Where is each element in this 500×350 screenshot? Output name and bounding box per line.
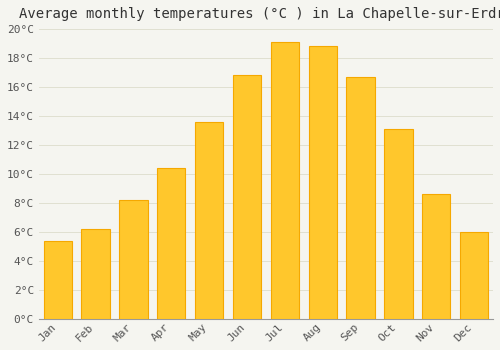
- Bar: [44, 241, 72, 319]
- Bar: [119, 200, 148, 319]
- Bar: [346, 77, 375, 319]
- Bar: [157, 168, 186, 319]
- Bar: [82, 229, 110, 319]
- Bar: [308, 47, 337, 319]
- Bar: [422, 194, 450, 319]
- Title: Average monthly temperatures (°C ) in La Chapelle-sur-Erdre: Average monthly temperatures (°C ) in La…: [19, 7, 500, 21]
- Bar: [460, 232, 488, 319]
- Bar: [195, 122, 224, 319]
- Bar: [233, 76, 261, 319]
- Bar: [384, 129, 412, 319]
- Bar: [270, 42, 299, 319]
